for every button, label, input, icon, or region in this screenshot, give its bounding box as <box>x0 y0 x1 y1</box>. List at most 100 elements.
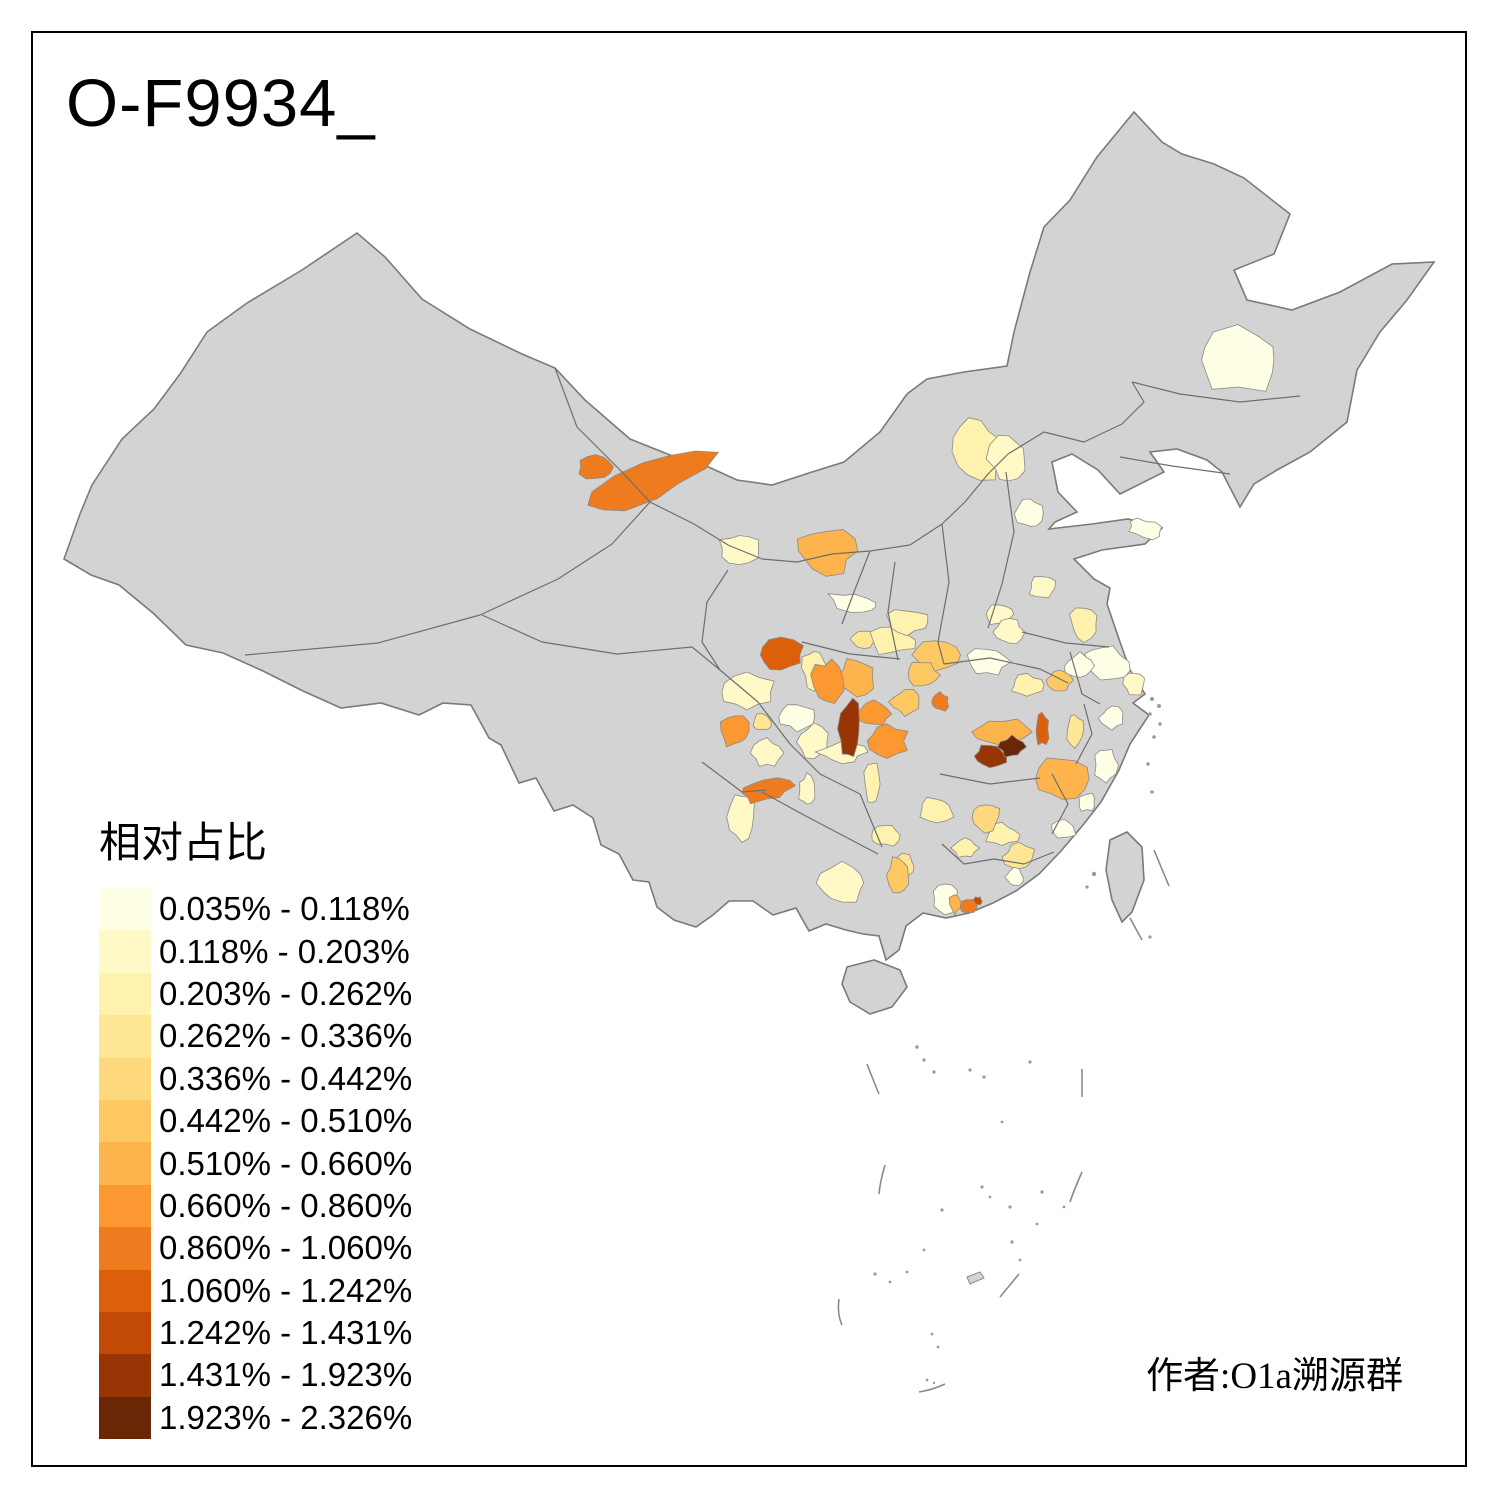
prefecture-region <box>741 777 796 805</box>
legend-swatch <box>99 1269 151 1312</box>
legend-swatch <box>99 1057 151 1100</box>
prefecture-region <box>749 737 785 767</box>
legend-rows: 0.035% - 0.118% 0.118% - 0.203% 0.203% - 0… <box>99 888 413 1440</box>
taiwan-island <box>1105 831 1145 924</box>
prefecture-region <box>1004 867 1024 886</box>
province-borders <box>244 367 1301 865</box>
legend-swatch <box>99 1015 151 1058</box>
legend-row: 0.336% - 0.442% <box>99 1057 413 1100</box>
prefecture-region <box>778 704 815 733</box>
legend-row: 0.510% - 0.660% <box>99 1142 413 1185</box>
mainland-outline <box>63 110 1436 962</box>
prefecture-region <box>849 630 877 649</box>
prefecture-region <box>1013 498 1044 527</box>
sea-islets <box>873 697 1162 1385</box>
legend-row: 1.431% - 1.923% <box>99 1354 413 1397</box>
legend-swatch <box>99 1311 151 1355</box>
prefecture-region <box>931 691 949 712</box>
prefecture-region <box>1097 705 1124 731</box>
prefecture-region <box>587 450 719 512</box>
prefecture-region <box>721 671 775 711</box>
prefecture-region <box>866 723 909 759</box>
prefecture-region <box>992 618 1026 644</box>
prefecture-region <box>1011 672 1045 697</box>
prefecture-region <box>1094 748 1119 784</box>
legend-row: 0.118% - 0.203% <box>99 930 412 973</box>
legend-label: 0.860% - 1.060% <box>159 1229 413 1267</box>
legend-swatch <box>99 972 151 1016</box>
prefecture-region <box>827 593 877 613</box>
prefecture-region <box>907 661 941 687</box>
legend-swatch <box>99 1142 151 1185</box>
legend-label: 0.035% - 0.118% <box>159 890 410 928</box>
prefecture-region <box>863 762 881 803</box>
prefecture-region <box>888 689 920 717</box>
prefecture-region <box>973 896 983 906</box>
legend-label: 0.262% - 0.336% <box>159 1017 413 1055</box>
legend-row: 0.860% - 1.060% <box>99 1227 413 1270</box>
legend-swatch <box>99 930 151 973</box>
prefecture-region <box>752 713 772 730</box>
legend-label: 0.336% - 0.442% <box>159 1059 413 1097</box>
prefecture-region <box>810 658 845 704</box>
legend-row: 1.060% - 1.242% <box>99 1269 413 1312</box>
attribution: 作者:O1a溯源群 <box>1146 1356 1403 1397</box>
prefecture-region <box>1069 607 1098 644</box>
prefecture-region <box>971 804 1000 834</box>
legend-row: 1.923% - 2.326% <box>99 1396 413 1440</box>
prefecture-region <box>949 894 963 916</box>
legend-label: 0.118% - 0.203% <box>159 932 410 970</box>
prefecture-region <box>797 529 859 577</box>
prefecture-region <box>1035 711 1050 746</box>
prefecture-region <box>798 772 816 805</box>
legend-row: 0.035% - 0.118% <box>99 888 412 931</box>
legend-row: 1.242% - 1.431% <box>99 1311 413 1355</box>
legend-swatch <box>99 1227 151 1270</box>
map-frame: O-F9934_ 相对占比 0.035% - 0.118% 0.118% - 0.… <box>31 31 1467 1467</box>
legend-label: 1.431% - 1.923% <box>159 1356 413 1394</box>
legend-row: 0.262% - 0.336% <box>99 1015 413 1058</box>
prefecture-region <box>1201 324 1275 392</box>
prefecture-region <box>578 454 614 480</box>
prefecture-region <box>760 636 804 671</box>
legend-label: 1.242% - 1.431% <box>159 1314 413 1352</box>
legend-label: 1.923% - 2.326% <box>159 1398 413 1436</box>
prefecture-region <box>919 796 955 824</box>
legend-row: 0.442% - 0.510% <box>99 1099 413 1143</box>
prefecture-region <box>837 697 860 757</box>
prefecture-region <box>985 435 1026 482</box>
legend-label: 0.203% - 0.262% <box>159 974 413 1012</box>
legend-label: 1.060% - 1.242% <box>159 1271 413 1309</box>
prefecture-region <box>1028 576 1057 599</box>
sea-boundary-dashes <box>837 849 1170 1393</box>
prefecture-region <box>1064 651 1095 678</box>
prefecture-region <box>886 856 909 894</box>
page-title: O-F9934_ <box>66 66 376 141</box>
legend-label: 0.660% - 0.860% <box>159 1186 413 1224</box>
legend-title: 相对占比 <box>99 821 268 867</box>
legend-row: 0.203% - 0.262% <box>99 972 413 1016</box>
prefecture-regions <box>578 324 1275 916</box>
prefecture-region <box>950 837 980 858</box>
prefecture-region <box>966 648 1012 676</box>
legend-swatch <box>99 1099 151 1143</box>
legend: 相对占比 0.035% - 0.118% 0.118% - 0.203% 0.203… <box>99 809 413 1440</box>
prefecture-region <box>1084 645 1131 681</box>
prefecture-region <box>985 821 1021 846</box>
legend-label: 0.442% - 0.510% <box>159 1102 413 1140</box>
prefecture-region <box>1066 714 1085 749</box>
legend-row: 0.660% - 0.860% <box>99 1184 413 1228</box>
legend-swatch <box>99 1354 151 1397</box>
prefecture-region <box>1128 517 1162 541</box>
prefecture-region <box>1078 792 1095 812</box>
legend-label: 0.510% - 0.660% <box>159 1144 413 1182</box>
legend-swatch <box>99 1396 151 1440</box>
legend-swatch <box>99 888 151 931</box>
prefecture-region <box>719 715 750 748</box>
china-choropleth-map <box>63 110 1436 1393</box>
prefecture-region <box>815 860 864 903</box>
hainan-island <box>841 959 908 1015</box>
legend-swatch <box>99 1184 151 1228</box>
prefecture-region <box>1122 672 1145 696</box>
